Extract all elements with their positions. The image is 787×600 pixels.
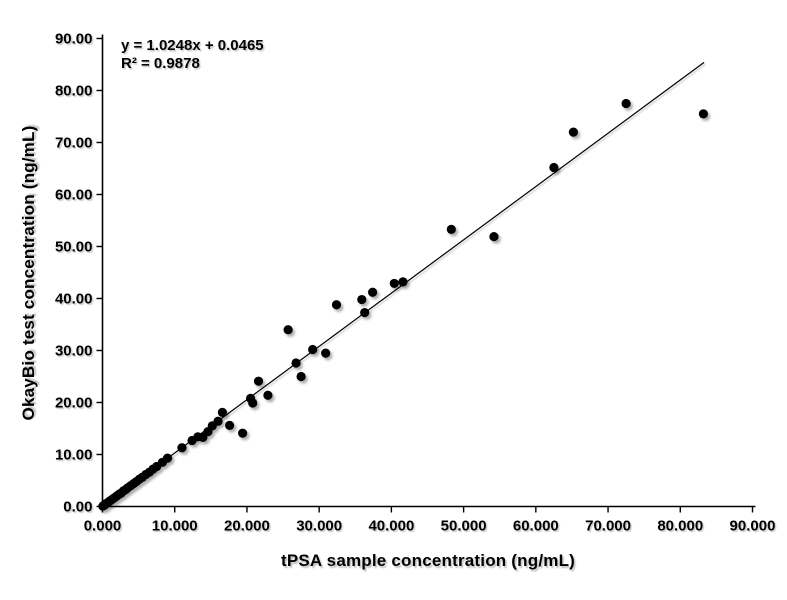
x-tick-label: 90.000	[730, 518, 776, 535]
data-point	[549, 162, 559, 173]
x-tick-label: 80.000	[657, 518, 703, 535]
x-tick-label: 10.000	[152, 518, 198, 535]
data-point	[213, 416, 223, 426]
y-tick-label: 40.00	[55, 291, 93, 308]
y-tick-label: 20.00	[55, 395, 93, 412]
y-tick-label: 10.00	[55, 447, 93, 464]
data-point	[296, 371, 306, 382]
data-point	[368, 287, 378, 297]
data-point	[238, 428, 248, 438]
data-point	[162, 453, 173, 463]
x-tick-label: 30.000	[296, 518, 342, 535]
data-point	[357, 294, 367, 305]
data-point	[331, 300, 342, 310]
data-point	[398, 277, 408, 287]
data-point	[253, 376, 264, 386]
y-tick-label: 60.00	[55, 187, 93, 204]
r-squared-label: R² = 0.9878	[121, 55, 200, 72]
data-point	[621, 98, 631, 109]
data-points-group	[98, 98, 708, 511]
y-tick-label: 90.00	[55, 31, 93, 48]
y-axis-title: OkayBio test concentration (ng/mL)	[19, 125, 38, 421]
data-point	[291, 358, 301, 368]
trendline-equation: y = 1.0248x + 0.0465 R² = 0.9878	[121, 37, 264, 73]
data-point	[177, 443, 187, 453]
x-tick-label: 40.000	[368, 518, 414, 535]
y-tick-label: 0.00	[63, 499, 92, 516]
x-axis-title: tPSA sample concentration (ng/mL)	[280, 551, 576, 570]
x-tick-label: 50.000	[441, 518, 487, 535]
data-point	[698, 109, 708, 119]
data-point	[489, 232, 499, 242]
x-tick-label: 70.000	[585, 518, 631, 535]
y-tick-label: 70.00	[55, 135, 93, 152]
data-point	[225, 420, 235, 430]
data-point	[308, 344, 318, 355]
x-tick-label: 20.000	[224, 518, 270, 535]
data-point	[446, 224, 456, 234]
y-tick-label: 30.00	[55, 343, 93, 360]
data-point	[263, 390, 273, 400]
data-point	[283, 325, 293, 335]
x-tick-label: 60.000	[513, 518, 559, 535]
data-point	[248, 398, 258, 408]
data-point	[568, 127, 578, 137]
data-point	[360, 307, 370, 318]
y-tick-label: 50.00	[55, 239, 93, 256]
x-tick-label: 0.000	[84, 518, 122, 535]
data-point	[389, 278, 399, 289]
y-tick-label: 80.00	[55, 83, 93, 100]
equation-label: y = 1.0248x + 0.0465	[121, 37, 264, 54]
data-point	[217, 407, 227, 417]
data-point	[321, 348, 331, 358]
